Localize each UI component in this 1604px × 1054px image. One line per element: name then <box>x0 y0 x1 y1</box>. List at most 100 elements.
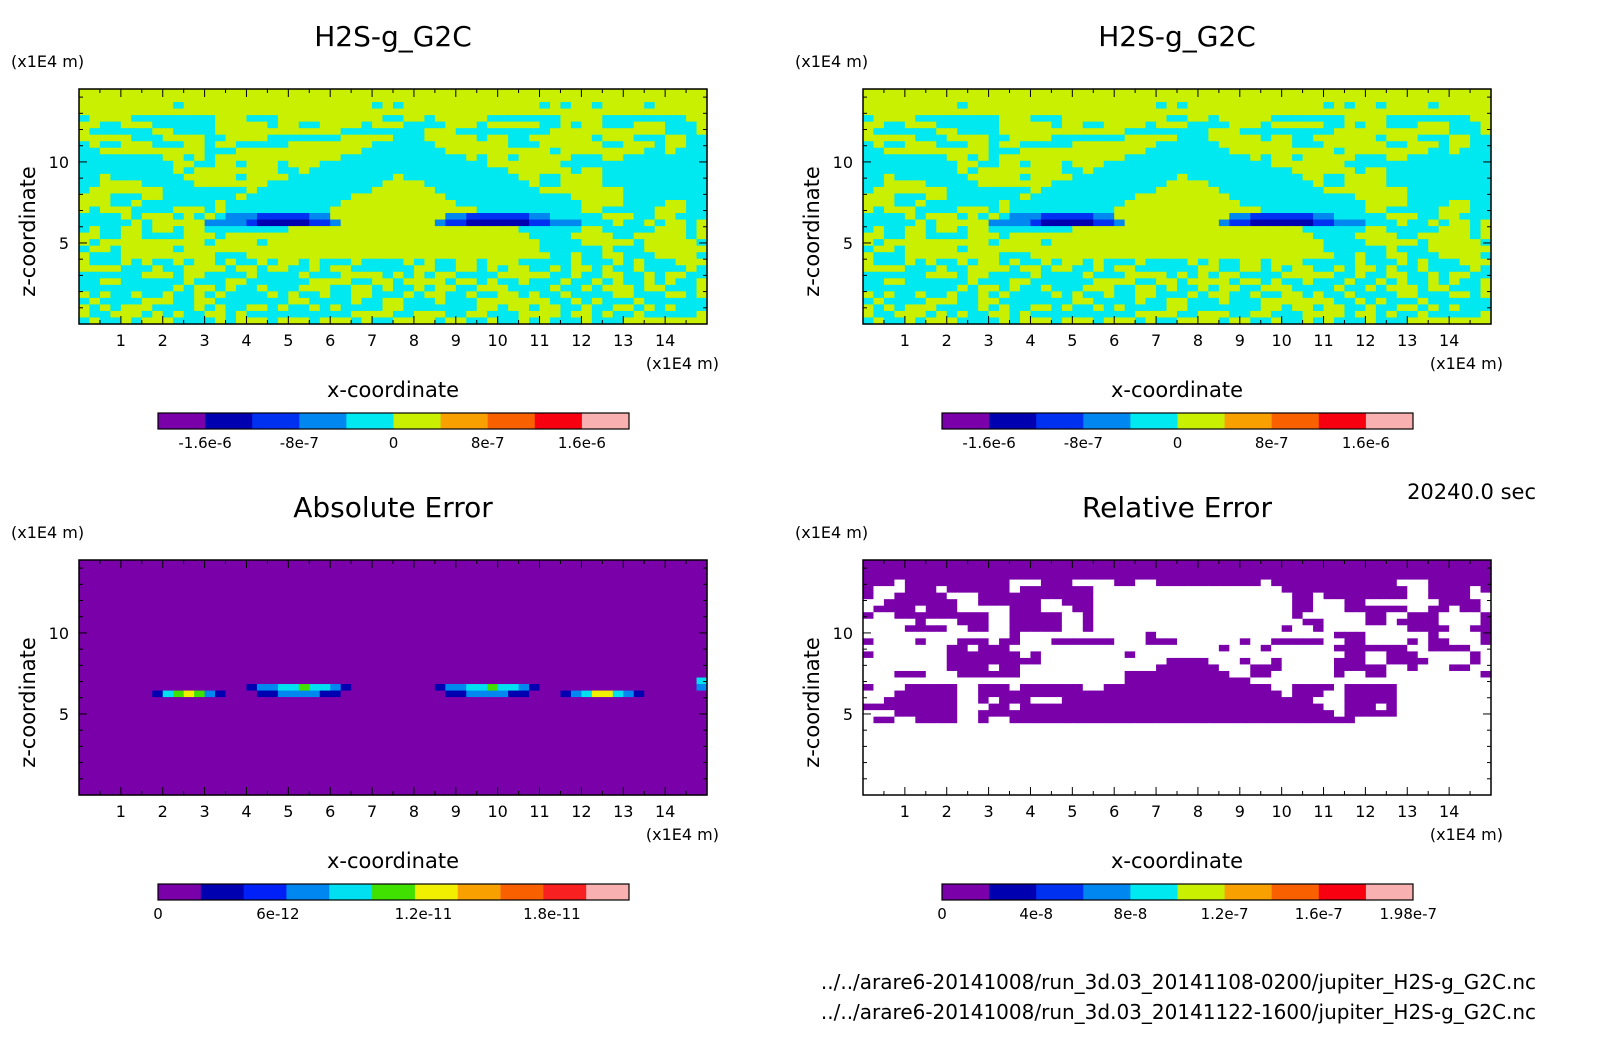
heatmap-cell <box>298 265 310 273</box>
heatmap-cell <box>529 213 541 221</box>
heatmap-cell <box>1061 297 1073 306</box>
heatmap-cell <box>988 180 1000 188</box>
heatmap-cell <box>204 115 216 123</box>
heatmap-cell <box>1407 193 1419 201</box>
heatmap-cell <box>1302 95 1314 103</box>
heatmap-cell <box>277 579 289 587</box>
heatmap-cell <box>550 102 562 110</box>
heatmap-cell <box>1145 199 1157 208</box>
heatmap-cell <box>361 154 373 162</box>
heatmap-cell <box>1082 102 1094 110</box>
heatmap-cell <box>455 213 467 221</box>
heatmap-cell <box>529 141 541 149</box>
heatmap-cell <box>529 599 541 607</box>
heatmap-cell <box>1135 304 1147 312</box>
heatmap-cell <box>1009 121 1021 129</box>
heatmap-cell <box>612 173 624 181</box>
heatmap-cell <box>967 232 979 240</box>
heatmap-cell <box>518 219 530 227</box>
heatmap-cell <box>633 284 645 292</box>
heatmap-cell <box>602 213 614 221</box>
heatmap-cell <box>382 265 394 273</box>
heatmap-cell <box>319 297 331 306</box>
heatmap-cell <box>665 134 677 142</box>
heatmap-cell <box>988 89 1000 97</box>
heatmap-cell <box>654 265 666 273</box>
heatmap-cell <box>497 199 509 208</box>
heatmap-cell <box>1260 317 1272 325</box>
heatmap-cell <box>1218 265 1230 273</box>
heatmap-cell <box>340 154 352 162</box>
heatmap-cell <box>340 115 352 123</box>
x-tick-label: 8 <box>409 331 419 350</box>
heatmap-cell <box>1156 297 1168 306</box>
heatmap-cell <box>654 297 666 306</box>
heatmap-cell <box>1449 141 1461 149</box>
colorbar-swatch <box>252 413 300 429</box>
heatmap-cell <box>1375 258 1387 266</box>
heatmap-cell <box>361 317 373 325</box>
heatmap-cell <box>256 115 268 123</box>
heatmap-cell <box>508 121 520 129</box>
heatmap-cell <box>1480 186 1492 195</box>
heatmap-cell <box>560 245 572 253</box>
heatmap-cell <box>539 115 551 123</box>
heatmap-cell <box>1302 239 1314 247</box>
heatmap-cell <box>1239 154 1251 162</box>
heatmap-cell <box>1093 115 1105 123</box>
heatmap-cell <box>476 579 488 587</box>
heatmap-cell <box>1250 180 1262 188</box>
heatmap-cell <box>288 180 300 188</box>
heatmap-cell <box>298 121 310 129</box>
heatmap-cell <box>1229 265 1241 273</box>
heatmap-cell <box>309 232 321 240</box>
heatmap-cell <box>508 134 520 142</box>
heatmap-cell <box>696 147 708 155</box>
heatmap-cell <box>1459 317 1471 325</box>
heatmap-cell <box>131 599 143 607</box>
heatmap-cell <box>654 206 666 214</box>
heatmap-cell <box>330 586 342 594</box>
heatmap-cell <box>1166 108 1178 116</box>
heatmap-cell <box>1292 278 1304 286</box>
heatmap-cell <box>1449 173 1461 181</box>
heatmap-cell <box>1197 134 1209 142</box>
heatmap-cell <box>372 265 384 273</box>
heatmap-cell <box>194 252 206 260</box>
heatmap-cell <box>141 89 153 97</box>
heatmap-cell <box>1187 291 1199 299</box>
heatmap-cell <box>915 297 927 306</box>
heatmap-cell <box>591 239 603 247</box>
heatmap-cell <box>1470 213 1482 221</box>
heatmap-cell <box>434 167 446 175</box>
heatmap-cell <box>1114 115 1126 123</box>
heatmap-cell <box>1459 95 1471 103</box>
heatmap-cell <box>79 193 91 201</box>
heatmap-cell <box>340 232 352 240</box>
heatmap-cell <box>372 154 384 162</box>
heatmap-cell <box>1177 284 1189 292</box>
heatmap-cell <box>1260 141 1272 149</box>
heatmap-cell <box>79 134 91 142</box>
heatmap-cell <box>1156 102 1168 110</box>
heatmap-cell <box>99 141 111 149</box>
heatmap-cell <box>236 239 248 247</box>
heatmap-cell <box>183 219 195 227</box>
heatmap-cell <box>539 102 551 110</box>
heatmap-cell <box>1459 304 1471 312</box>
heatmap-cell <box>79 180 91 188</box>
heatmap-cell <box>883 271 895 279</box>
heatmap-cell <box>654 304 666 312</box>
heatmap-cell <box>654 258 666 266</box>
heatmap-cell <box>1177 304 1189 312</box>
heatmap-cell <box>1208 245 1220 253</box>
heatmap-cell <box>894 232 906 240</box>
heatmap-cell <box>256 199 268 208</box>
heatmap-cell <box>904 310 916 319</box>
heatmap-cell <box>1020 291 1032 299</box>
heatmap-cell <box>1103 206 1115 214</box>
heatmap-cell <box>633 232 645 240</box>
heatmap-cell <box>665 278 677 286</box>
heatmap-cell <box>1051 239 1063 247</box>
heatmap-cell <box>602 102 614 110</box>
